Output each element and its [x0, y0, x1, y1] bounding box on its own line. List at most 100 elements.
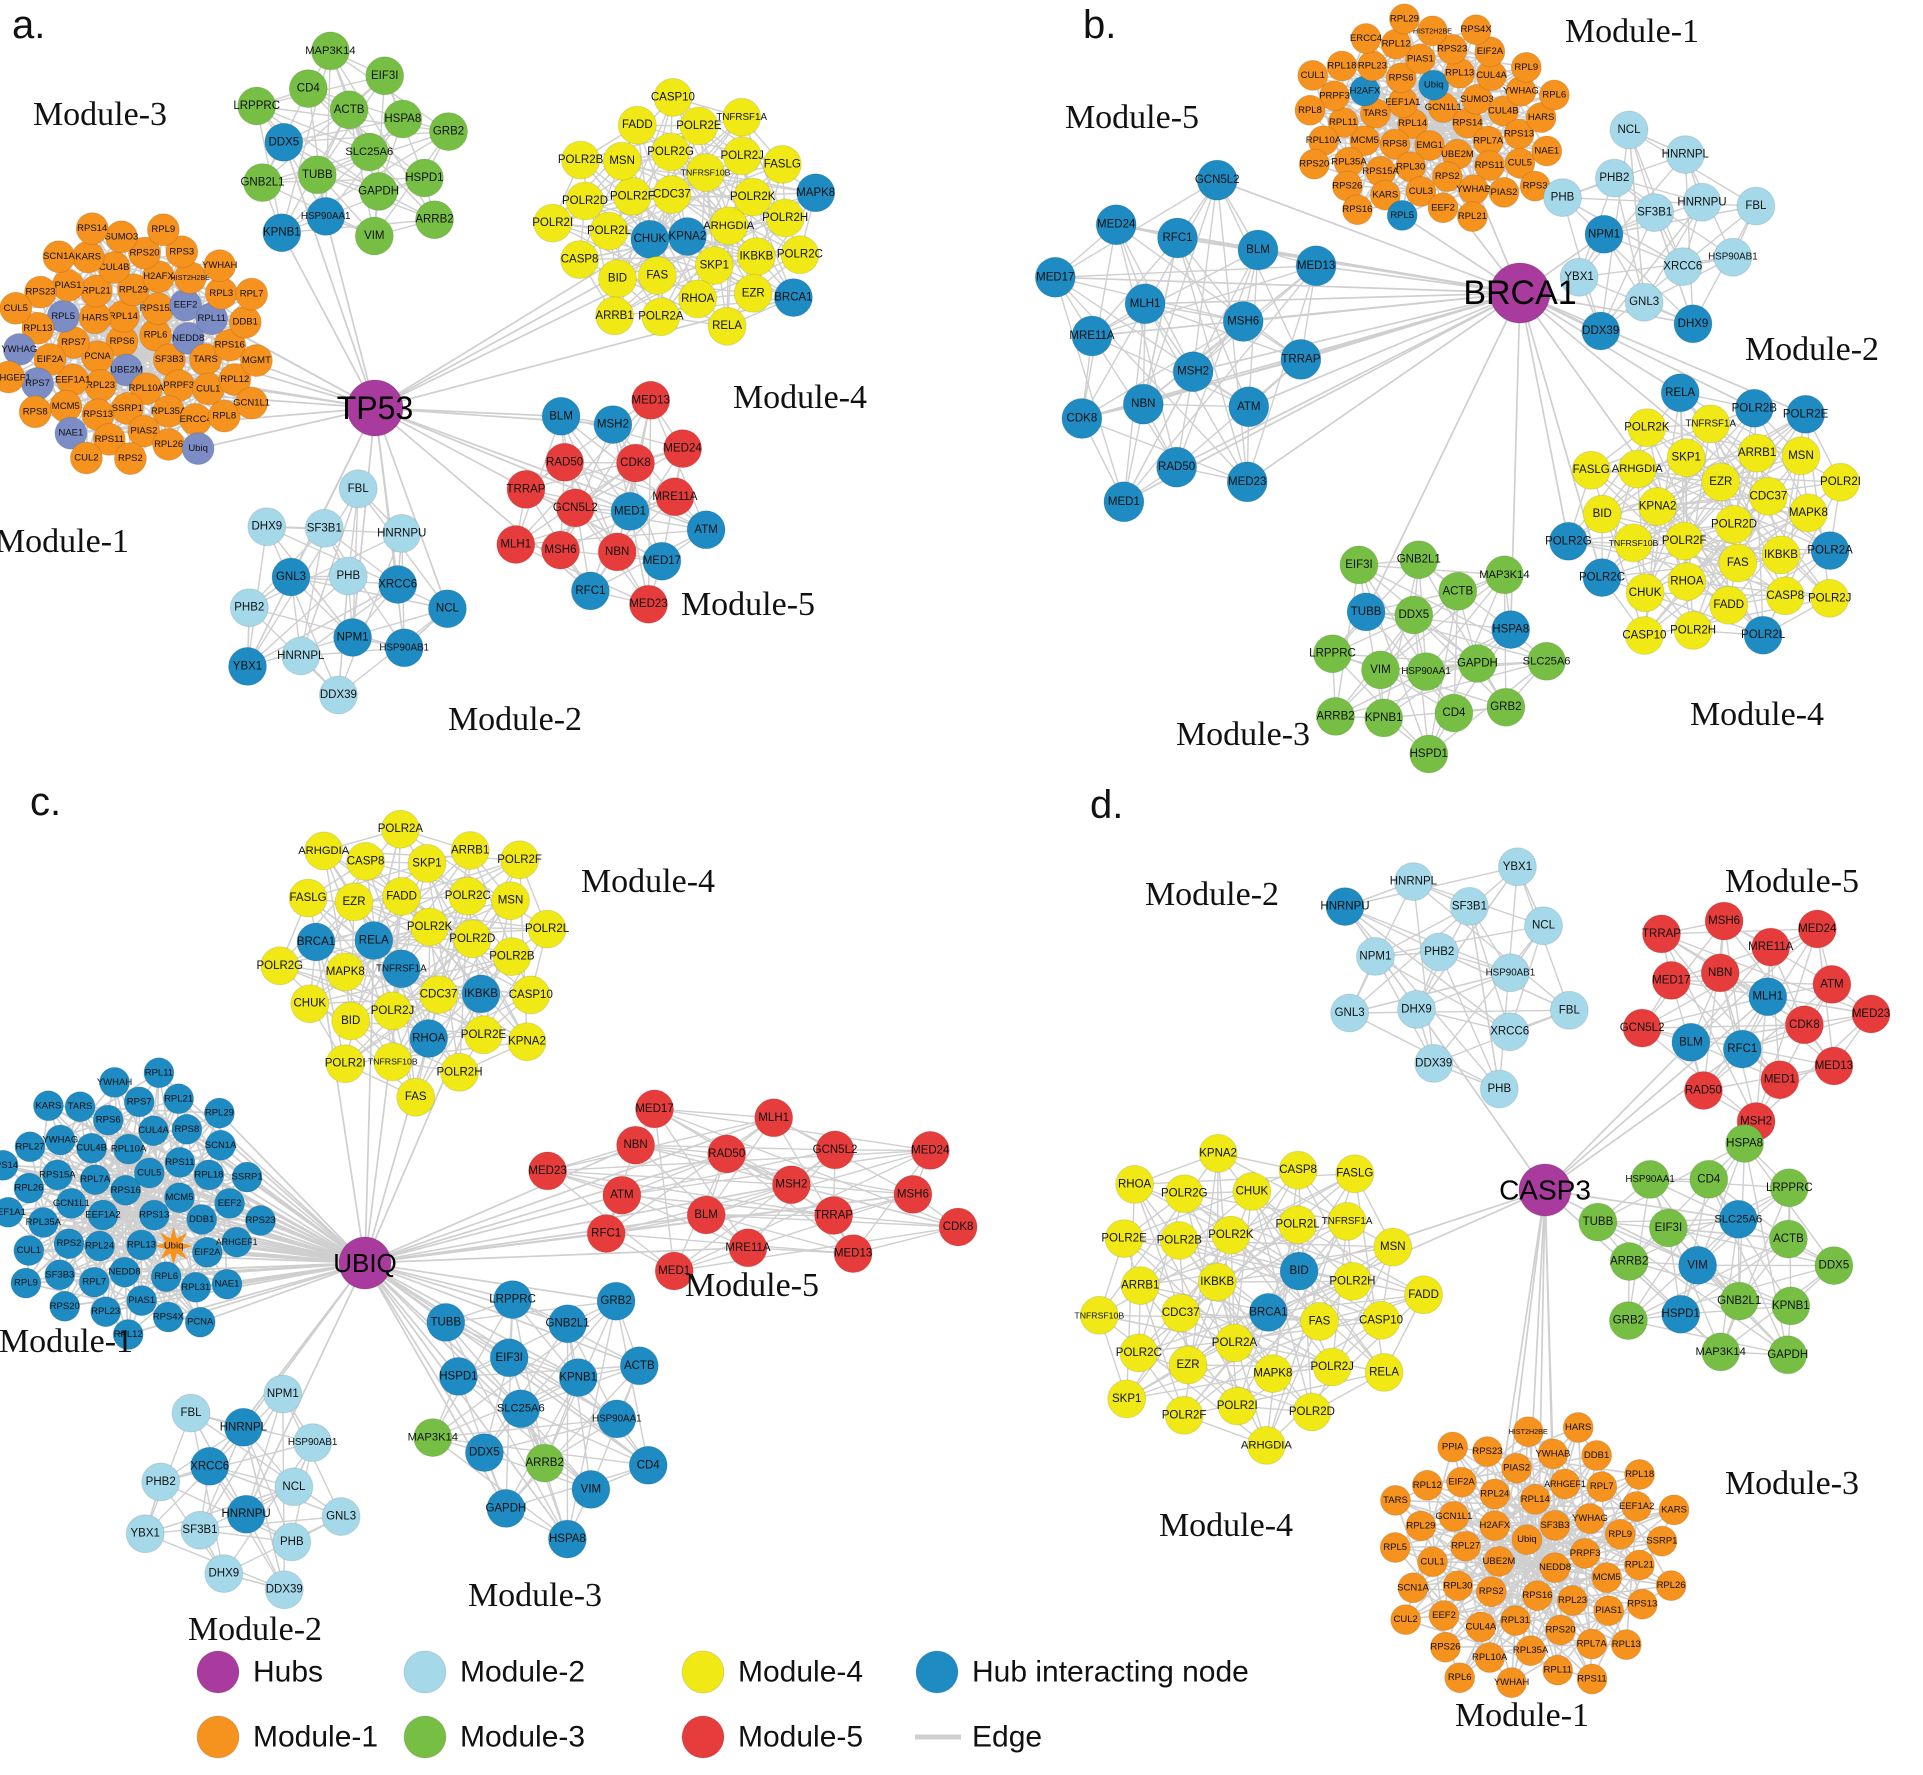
- node-label: RPL13: [127, 1240, 156, 1251]
- node-med17: [1651, 960, 1691, 1000]
- node-rps7: [123, 1086, 155, 1118]
- node-label: RHOA: [1670, 576, 1704, 588]
- node-map3k14: [1701, 1332, 1741, 1372]
- node-label: CASP10: [509, 989, 553, 1001]
- node-faslg: [1571, 450, 1611, 490]
- node-hspd1: [438, 1356, 478, 1396]
- node-hspd1: [1409, 734, 1449, 774]
- node-label: YWHAG: [1572, 1513, 1608, 1524]
- node-ybx1: [228, 646, 267, 686]
- node-label: HSP90AB1: [1708, 252, 1758, 263]
- node-label: ACTB: [624, 1360, 655, 1372]
- node-polr2c: [448, 876, 488, 916]
- node-gnl3: [271, 557, 311, 597]
- node-polr2e: [1104, 1219, 1144, 1259]
- node-label: RPL26: [154, 439, 183, 450]
- legend-label: Edge: [972, 1721, 1042, 1754]
- node-label: CDC37: [1162, 1307, 1200, 1319]
- node-label: CDK8: [620, 457, 651, 469]
- legend-label: Module-5: [738, 1721, 863, 1754]
- node-label: RHOA: [1118, 1178, 1152, 1190]
- node-label: POLR2L: [525, 923, 570, 935]
- node-med17: [635, 1089, 674, 1129]
- node-polr2k: [733, 177, 773, 217]
- node-label: RPL13: [1612, 1639, 1641, 1650]
- node-mcm5: [1591, 1562, 1623, 1594]
- node-fbl: [338, 469, 378, 509]
- node-cul2: [69, 441, 103, 475]
- node-label: HSP90AB1: [1486, 967, 1536, 978]
- node-label: RPL5: [1390, 210, 1414, 221]
- node-arrb1: [1737, 433, 1777, 473]
- node-label: MED23: [528, 1165, 566, 1177]
- node-label: ARRB2: [1610, 1256, 1648, 1268]
- node-label: POLR2G: [1161, 1188, 1208, 1200]
- node-label: POLR2H: [762, 212, 808, 224]
- node-polr2j: [722, 136, 762, 176]
- node-label: KARS: [35, 1100, 61, 1111]
- node-label: TNFRSF1A: [1685, 418, 1736, 429]
- node-rfc1: [570, 571, 610, 611]
- node-label: TNFRSF1A: [1322, 1216, 1373, 1227]
- node-label: PIAS2: [130, 426, 157, 437]
- node-label: UBE2M: [110, 365, 143, 376]
- node-ddb1: [186, 1204, 218, 1235]
- legend-swatch-m4: [681, 1650, 725, 1694]
- node-label: PRPF3: [163, 380, 194, 391]
- node-label: LRPPRC: [1309, 648, 1356, 660]
- node-label: RPS20: [1299, 159, 1329, 170]
- node-label: MED1: [1764, 1074, 1796, 1086]
- node-med24: [1797, 909, 1837, 949]
- node-ddx39: [1414, 1043, 1454, 1083]
- node-label: TUBB: [1351, 606, 1382, 618]
- node-ddb1: [1581, 1440, 1613, 1471]
- node-label: MED1: [658, 1265, 690, 1277]
- node-hnrnpl: [281, 636, 321, 676]
- node-nbn: [597, 532, 637, 572]
- node-tnfrsf10b: [686, 153, 726, 192]
- node-label: NAE1: [58, 428, 83, 439]
- node-label: RFC1: [575, 585, 605, 597]
- node-label: GCN5L2: [1195, 174, 1240, 186]
- node-med23: [1851, 994, 1891, 1034]
- node-polr2f: [1164, 1395, 1204, 1435]
- node-label: EIF3I: [495, 1352, 522, 1364]
- node-hspd1: [404, 158, 444, 198]
- node-nbn: [1122, 383, 1164, 425]
- node-label: RPL27: [1451, 1541, 1480, 1552]
- node-label: RPL23: [86, 380, 115, 391]
- node-rpl6: [150, 1261, 182, 1293]
- node-label: ARRB1: [1738, 447, 1776, 459]
- node-tnfrsf1a: [722, 97, 762, 137]
- node-label: ATM: [1237, 401, 1260, 413]
- node-label: RPL11: [1544, 1665, 1572, 1676]
- node-label: BLM: [1246, 244, 1270, 256]
- node-polr2h: [1673, 610, 1713, 650]
- node-polr2j: [1810, 578, 1850, 618]
- module-label-module-3: Module-3: [1725, 1465, 1859, 1502]
- node-label: EZR: [343, 896, 366, 908]
- node-eef2: [1428, 1600, 1460, 1631]
- node-label: RPS11: [95, 434, 124, 445]
- node-med17: [642, 541, 682, 581]
- node-label: KPNB1: [1365, 712, 1403, 724]
- node-cdc37: [652, 175, 692, 214]
- node-label: POLR2A: [378, 823, 424, 835]
- node-msn: [1373, 1227, 1413, 1267]
- node-gnl3: [321, 1497, 361, 1536]
- node-sf3b1: [304, 508, 344, 548]
- node-label: RPL23: [1358, 60, 1387, 71]
- node-label: RPL30: [1396, 161, 1425, 172]
- node-med13: [833, 1234, 873, 1274]
- node-label: DDB1: [233, 317, 258, 328]
- node-label: MED13: [1297, 260, 1335, 272]
- module-label-module-1: Module-1: [1455, 1697, 1589, 1734]
- node-cul1: [13, 1235, 45, 1266]
- node-label: RPS13: [1504, 129, 1534, 140]
- node-ywhag: [1574, 1503, 1606, 1534]
- node-slc25a6: [349, 132, 389, 172]
- node-label: RAD50: [1158, 461, 1195, 473]
- hub-label-tp53: TP53: [337, 390, 413, 426]
- node-label: RPL27: [15, 1141, 44, 1152]
